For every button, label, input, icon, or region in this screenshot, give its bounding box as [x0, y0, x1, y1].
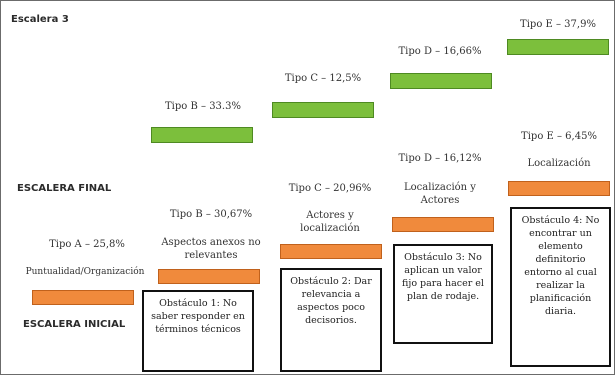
diagram-title: Escalera 3 [11, 14, 69, 25]
final-step-d-label: Tipo D – 16,66% [398, 46, 482, 57]
initial-step-b-bar [158, 269, 260, 284]
initial-step-c-bar [280, 244, 382, 259]
initial-step-c-sublabel: Actores y localización [300, 210, 360, 234]
final-step-c-label: Tipo C – 12,5% [284, 73, 362, 84]
initial-step-d-bar [392, 217, 494, 232]
initial-step-e-label: Tipo E – 6,45% [521, 131, 597, 142]
initial-step-e-sublabel: Localización [527, 158, 591, 169]
final-step-b-bar [151, 127, 253, 143]
obstacle-4-box: Obstáculo 4: No encontrar un elemento de… [510, 207, 611, 367]
final-step-b-label: Tipo B – 33.3% [165, 101, 241, 112]
final-stair-label: ESCALERA FINAL [17, 183, 112, 194]
initial-stair-label: ESCALERA INICIAL [23, 319, 126, 330]
initial-step-d-sublabel: Localización y Actores [404, 182, 476, 206]
obstacle-3-box: Obstáculo 3: No aplican un valor fijo pa… [393, 244, 493, 344]
obstacle-2-box: Obstáculo 2: Dar relevancia a aspectos p… [280, 268, 382, 372]
final-step-e-bar [507, 39, 609, 55]
final-step-c-bar [272, 102, 374, 118]
initial-step-b-sublabel: Aspectos anexos no relevantes [161, 237, 261, 261]
obstacle-1-box: Obstáculo 1: No saber responder en térmi… [142, 290, 254, 372]
initial-step-b-label: Tipo B – 30,67% [169, 209, 253, 220]
initial-step-a-bar [32, 290, 134, 305]
initial-step-e-bar [508, 181, 610, 196]
final-step-e-label: Tipo E – 37,9% [520, 19, 596, 30]
initial-step-a-label: Tipo A – 25,8% [49, 239, 125, 250]
final-step-d-bar [390, 73, 492, 89]
initial-step-d-label: Tipo D – 16,12% [398, 153, 482, 164]
initial-step-c-label: Tipo C – 20,96% [288, 183, 372, 194]
initial-step-a-sublabel: Puntualidad/Organización [25, 267, 145, 277]
